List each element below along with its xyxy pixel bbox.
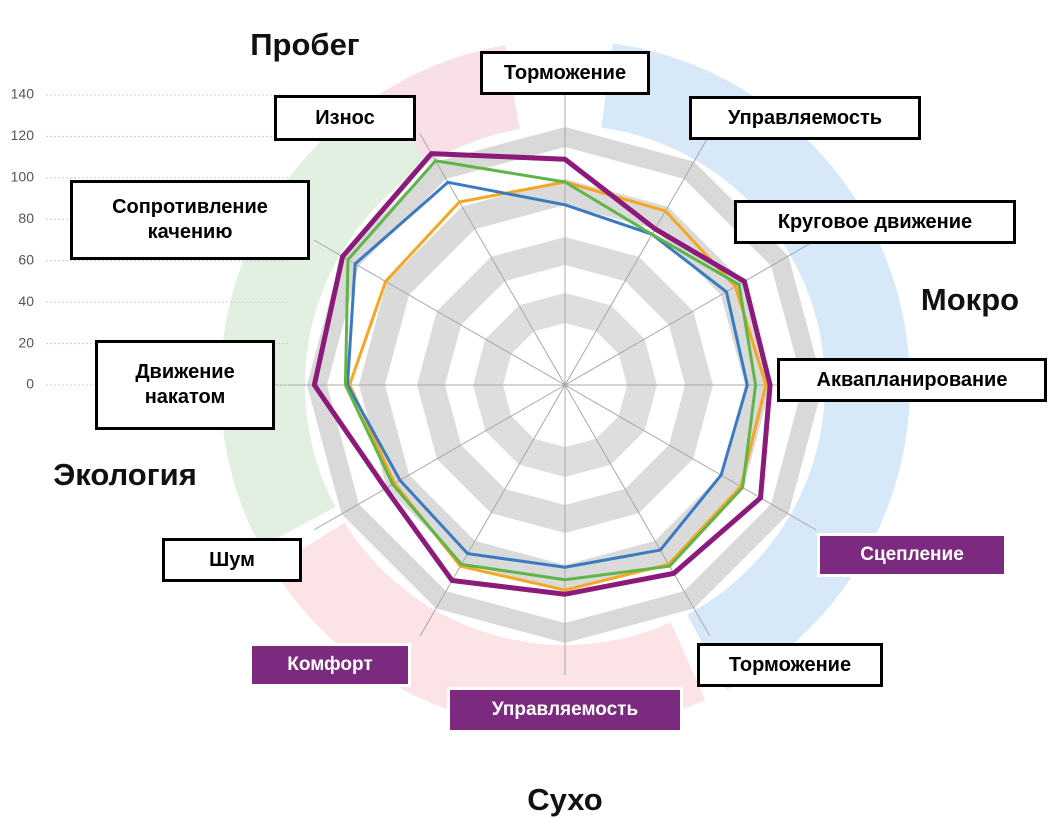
category-label: Управляемость xyxy=(447,687,683,733)
group-label: Сухо xyxy=(527,782,603,817)
y-tick-label: 40 xyxy=(18,293,34,309)
y-tick-label: 20 xyxy=(18,334,34,350)
radar-spoke xyxy=(564,384,711,637)
y-tick-label: 60 xyxy=(18,251,34,267)
category-label: Торможение xyxy=(480,51,650,95)
radar-spoke xyxy=(564,239,817,386)
series-line xyxy=(346,180,749,569)
group-label: Экология xyxy=(53,457,197,492)
category-label: Комфорт xyxy=(249,643,411,687)
radar-spoke xyxy=(313,384,566,531)
y-tick-label: 120 xyxy=(11,127,35,143)
y-tick-label: 80 xyxy=(18,210,34,226)
category-label: Шум xyxy=(162,538,302,582)
radar-spoke xyxy=(419,133,566,386)
series-line xyxy=(348,180,768,592)
category-label: Аквапланирование xyxy=(777,358,1047,402)
category-label: Движение накатом xyxy=(95,340,275,430)
radar-spoke xyxy=(564,133,711,386)
radar-spoke xyxy=(564,384,817,531)
category-label: Сцепление xyxy=(817,533,1007,577)
y-tick-label: 100 xyxy=(11,169,35,185)
series-line xyxy=(311,151,773,597)
series-line xyxy=(343,159,758,582)
group-label: Пробег xyxy=(250,27,360,62)
category-label: Круговое движение xyxy=(734,200,1016,244)
y-tick-label: 0 xyxy=(26,376,34,392)
category-label: Износ xyxy=(274,95,416,141)
ring-segment xyxy=(272,522,706,730)
category-label: Торможение xyxy=(697,643,883,687)
group-label: Мокро xyxy=(920,282,1020,317)
radar-spoke xyxy=(419,384,566,637)
y-tick-label: 140 xyxy=(11,86,35,102)
category-label: Сопротивление качению xyxy=(70,180,310,260)
category-label: Управляемость xyxy=(689,96,921,140)
